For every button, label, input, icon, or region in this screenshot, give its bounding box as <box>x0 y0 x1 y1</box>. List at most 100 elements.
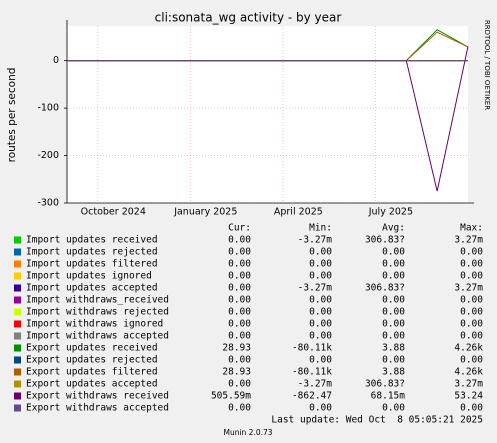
table-cell: 0.00 <box>309 271 332 282</box>
table-cell: 0.00 <box>382 271 405 282</box>
legend-swatch <box>14 308 21 316</box>
table-cell: 0.00 <box>228 307 251 318</box>
x-tick-label: January 2025 <box>173 207 237 218</box>
table-cell: 4.26k <box>454 367 483 378</box>
legend-label: Import updates rejected <box>26 247 158 258</box>
table-cell: 0.00 <box>228 379 251 390</box>
version: Munin 2.0.73 <box>223 428 272 437</box>
x-tick-label: April 2025 <box>274 207 323 218</box>
table-cell: -862.47 <box>292 391 332 402</box>
table-cell: 0.00 <box>228 331 251 342</box>
legend-label: Import withdraws accepted <box>26 331 169 342</box>
legend-label: Export updates rejected <box>26 355 158 366</box>
side-text: RRDTOOL / TOBI OETIKER <box>483 20 491 110</box>
legend-swatch <box>14 380 21 388</box>
legend-label: Import withdraws ignored <box>26 319 163 330</box>
table-cell: 0.00 <box>309 331 332 342</box>
table-cell: 0.00 <box>382 295 405 306</box>
table-cell: 4.26k <box>454 343 483 354</box>
table-cell: 306.83? <box>365 235 405 246</box>
column-header: Min: <box>309 223 332 234</box>
table-cell: 0.00 <box>228 235 251 246</box>
legend-label: Export withdraws received <box>26 391 169 402</box>
legend-label: Import updates accepted <box>26 283 158 294</box>
y-tick-label: -100 <box>37 103 59 114</box>
legend-label: Export updates filtered <box>26 367 158 378</box>
table-cell: 306.83? <box>365 379 405 390</box>
table-cell: 0.00 <box>309 247 332 258</box>
legend-swatch <box>14 248 21 256</box>
legend-swatch <box>14 272 21 280</box>
legend-swatch <box>14 236 21 244</box>
table-cell: 0.00 <box>228 283 251 294</box>
table-cell: 0.00 <box>460 271 483 282</box>
last-update: Last update: Wed Oct 8 05:05:21 2025 <box>271 415 483 426</box>
y-axis-label: routes per second <box>6 68 18 163</box>
table-cell: -3.27m <box>298 235 333 246</box>
table-cell: 0.00 <box>460 295 483 306</box>
table-cell: 0.00 <box>460 355 483 366</box>
legend-swatch <box>14 344 21 352</box>
table-cell: 0.00 <box>228 247 251 258</box>
table-cell: 0.00 <box>382 247 405 258</box>
legend-swatch <box>14 356 21 364</box>
y-tick-label: -300 <box>37 198 59 209</box>
table-cell: 306.83? <box>365 283 405 294</box>
table-cell: 0.00 <box>309 259 332 270</box>
table-cell: 0.00 <box>382 319 405 330</box>
table-cell: -80.11k <box>292 343 332 354</box>
legend-swatch <box>14 284 21 292</box>
table-cell: 0.00 <box>460 307 483 318</box>
table-cell: -80.11k <box>292 367 332 378</box>
y-tick-label: -200 <box>37 150 59 161</box>
table-cell: 0.00 <box>309 295 332 306</box>
table-cell: 28.93 <box>222 367 251 378</box>
legend-swatch <box>14 296 21 304</box>
table-cell: 0.00 <box>228 355 251 366</box>
legend-swatch <box>14 404 21 412</box>
legend-swatch <box>14 320 21 328</box>
legend-swatch <box>14 332 21 340</box>
table-cell: 505.59m <box>211 391 251 402</box>
table-cell: -3.27m <box>298 379 333 390</box>
plot-area <box>67 26 468 203</box>
table-cell: 0.00 <box>228 271 251 282</box>
table-cell: 0.00 <box>460 331 483 342</box>
legend-label: Export updates accepted <box>26 379 158 390</box>
chart-title: cli:sonata_wg activity - by year <box>155 11 342 25</box>
table-cell: 0.00 <box>460 319 483 330</box>
legend-label: Import updates ignored <box>26 271 152 282</box>
table-cell: 0.00 <box>309 319 332 330</box>
column-header: Avg: <box>382 223 405 234</box>
table-cell: -3.27m <box>298 283 333 294</box>
table-cell: 68.15m <box>371 391 406 402</box>
legend-swatch <box>14 260 21 268</box>
table-cell: 28.93 <box>222 343 251 354</box>
table-cell: 0.00 <box>309 355 332 366</box>
legend-label: Import updates filtered <box>26 259 158 270</box>
legend-label: Import updates received <box>26 235 158 246</box>
column-header: Cur: <box>228 223 251 234</box>
table-cell: 0.00 <box>382 331 405 342</box>
table-cell: 3.27m <box>454 379 483 390</box>
table-cell: 0.00 <box>460 247 483 258</box>
legend-label: Import withdraws_received <box>26 295 169 306</box>
table-cell: 0.00 <box>309 307 332 318</box>
table-cell: 0.00 <box>228 403 251 414</box>
table-cell: 0.00 <box>382 355 405 366</box>
legend-label: Export updates received <box>26 343 158 354</box>
table-cell: 0.00 <box>228 295 251 306</box>
legend-label: Import withdraws rejected <box>26 307 169 318</box>
x-tick-label: October 2024 <box>81 207 146 218</box>
y-tick-label: 0 <box>53 55 59 66</box>
table-cell: 0.00 <box>309 403 332 414</box>
table-cell: 0.00 <box>228 259 251 270</box>
table-cell: 3.27m <box>454 283 483 294</box>
table-cell: 3.27m <box>454 235 483 246</box>
table-cell: 0.00 <box>382 403 405 414</box>
table-cell: 0.00 <box>382 259 405 270</box>
table-cell: 3.88 <box>382 343 405 354</box>
x-tick-label: July 2025 <box>368 207 413 218</box>
